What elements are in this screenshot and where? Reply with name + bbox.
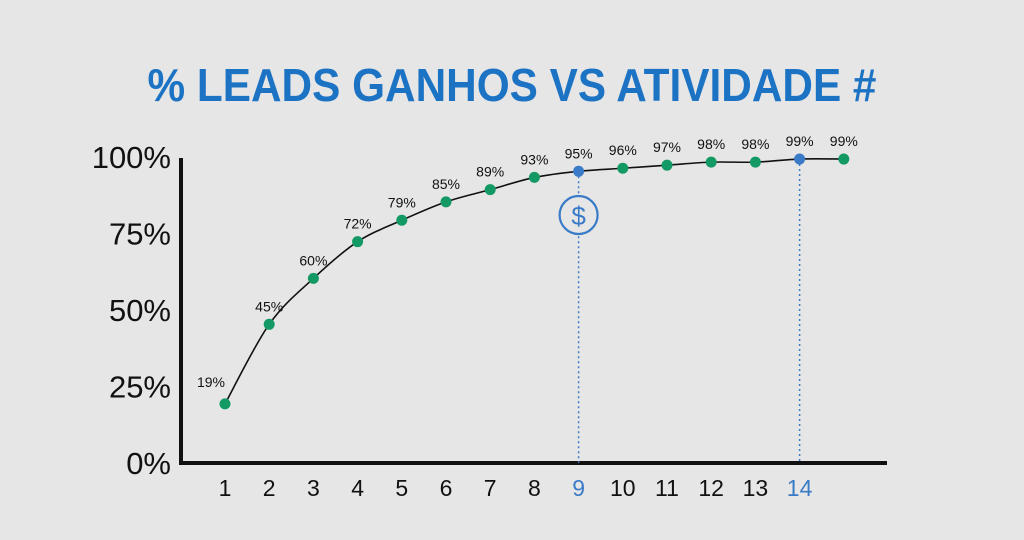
x-tick-label: 13 xyxy=(743,475,769,501)
data-point xyxy=(794,153,806,165)
data-point xyxy=(838,153,850,165)
x-tick-label: 9 xyxy=(572,475,585,501)
data-point xyxy=(307,272,319,284)
x-tick-label: 2 xyxy=(263,475,276,501)
data-label: 60% xyxy=(299,252,327,268)
data-label: 89% xyxy=(476,164,504,180)
data-label: 93% xyxy=(520,151,548,167)
x-tick-label: 11 xyxy=(655,475,679,501)
y-tick-label: 75% xyxy=(109,217,171,252)
data-point xyxy=(219,398,231,410)
dollar-circle-icon: $ xyxy=(558,194,599,236)
data-label: 98% xyxy=(741,136,769,152)
data-label: 95% xyxy=(565,145,593,161)
x-tick-label: 4 xyxy=(351,475,364,501)
data-label: 99% xyxy=(786,133,814,149)
x-tick-label: 14 xyxy=(787,475,813,501)
data-label: 98% xyxy=(697,136,725,152)
y-tick-label: 0% xyxy=(126,446,171,481)
data-label: 79% xyxy=(388,194,416,210)
x-tick-label: 8 xyxy=(528,475,541,501)
data-point xyxy=(263,318,275,330)
data-point xyxy=(705,156,717,168)
data-point xyxy=(396,214,408,226)
x-tick-label: 5 xyxy=(395,475,408,501)
x-tick-label: 7 xyxy=(484,475,497,501)
data-label: 97% xyxy=(653,139,681,155)
y-tick-label: 25% xyxy=(109,370,171,405)
data-point xyxy=(749,156,761,168)
data-label: 96% xyxy=(609,142,637,158)
data-label: 19% xyxy=(197,374,225,390)
data-point xyxy=(573,165,585,177)
x-tick-label: 6 xyxy=(440,475,453,501)
data-point xyxy=(440,196,452,208)
data-point xyxy=(661,159,673,171)
data-point xyxy=(617,162,629,174)
x-tick-label: 10 xyxy=(610,475,636,501)
x-tick-label: 12 xyxy=(698,475,724,501)
x-tick-label: 1 xyxy=(219,475,232,501)
data-point xyxy=(484,184,496,196)
data-point xyxy=(528,171,540,183)
y-tick-label: 50% xyxy=(109,293,171,328)
data-label: 99% xyxy=(830,133,858,149)
data-point xyxy=(352,236,364,248)
data-label: 72% xyxy=(344,216,372,232)
y-tick-label: 100% xyxy=(92,140,171,175)
data-label: 85% xyxy=(432,176,460,192)
data-label: 45% xyxy=(255,298,283,314)
chart-title: % LEADS GANHOS VS ATIVIDADE # xyxy=(147,59,877,111)
x-tick-label: 3 xyxy=(307,475,320,501)
svg-text:$: $ xyxy=(571,201,586,231)
